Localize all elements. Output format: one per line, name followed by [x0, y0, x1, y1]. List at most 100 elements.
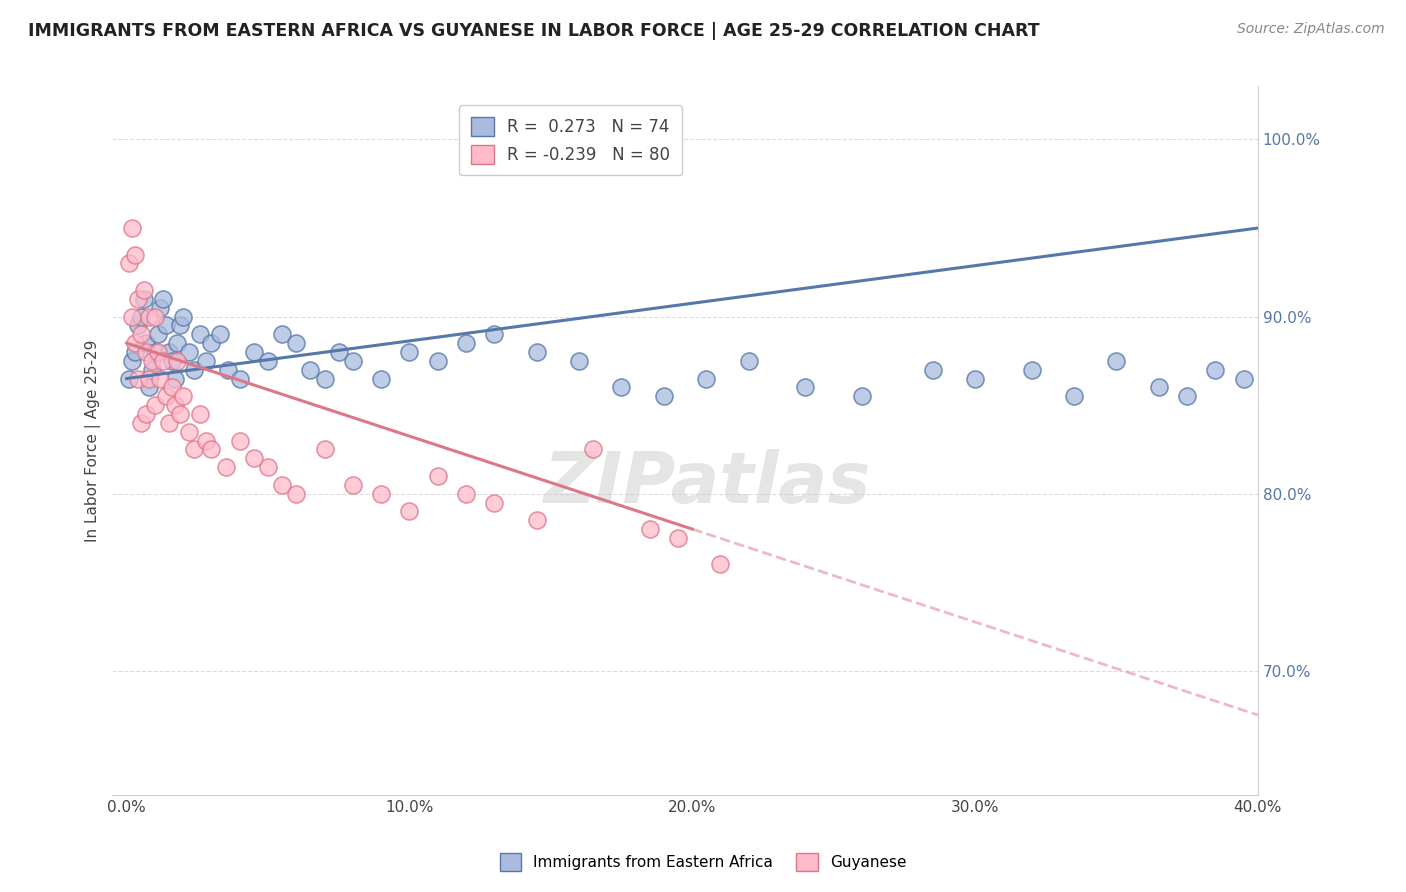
Point	[484, 327, 506, 342]
Point	[257, 354, 280, 368]
Point	[146, 345, 169, 359]
Point	[141, 362, 163, 376]
Point	[135, 345, 157, 359]
Point	[194, 434, 217, 448]
Point	[208, 327, 231, 342]
Point	[152, 354, 174, 368]
Point	[121, 310, 143, 324]
Point	[526, 513, 548, 527]
Point	[188, 407, 211, 421]
Point	[172, 310, 194, 324]
Point	[314, 371, 336, 385]
Point	[160, 354, 183, 368]
Point	[155, 318, 177, 333]
Point	[342, 477, 364, 491]
Point	[127, 292, 149, 306]
Y-axis label: In Labor Force | Age 25-29: In Labor Force | Age 25-29	[86, 339, 101, 541]
Point	[121, 221, 143, 235]
Point	[526, 345, 548, 359]
Point	[370, 486, 392, 500]
Point	[1147, 380, 1170, 394]
Point	[141, 354, 163, 368]
Point	[709, 558, 731, 572]
Point	[1105, 354, 1128, 368]
Point	[155, 389, 177, 403]
Point	[214, 460, 236, 475]
Point	[610, 380, 633, 394]
Point	[257, 460, 280, 475]
Point	[163, 398, 186, 412]
Point	[157, 345, 180, 359]
Point	[1175, 389, 1198, 403]
Point	[1233, 371, 1256, 385]
Point	[285, 486, 308, 500]
Point	[652, 389, 675, 403]
Point	[271, 477, 294, 491]
Point	[127, 318, 149, 333]
Point	[638, 522, 661, 536]
Point	[146, 327, 169, 342]
Point	[138, 310, 160, 324]
Point	[132, 292, 155, 306]
Point	[172, 389, 194, 403]
Point	[568, 354, 591, 368]
Text: ZIPatlas: ZIPatlas	[544, 449, 872, 517]
Point	[124, 247, 146, 261]
Point	[127, 371, 149, 385]
Point	[169, 407, 191, 421]
Point	[454, 486, 477, 500]
Point	[160, 380, 183, 394]
Point	[328, 345, 350, 359]
Point	[200, 442, 222, 457]
Point	[1204, 362, 1226, 376]
Point	[426, 354, 449, 368]
Point	[200, 336, 222, 351]
Point	[963, 371, 986, 385]
Point	[217, 362, 239, 376]
Point	[398, 504, 420, 518]
Point	[794, 380, 817, 394]
Point	[129, 310, 152, 324]
Point	[118, 256, 141, 270]
Point	[152, 292, 174, 306]
Point	[129, 327, 152, 342]
Point	[138, 380, 160, 394]
Point	[228, 434, 250, 448]
Point	[177, 345, 200, 359]
Point	[135, 407, 157, 421]
Point	[484, 495, 506, 509]
Legend: R =  0.273   N = 74, R = -0.239   N = 80: R = 0.273 N = 74, R = -0.239 N = 80	[460, 105, 682, 176]
Point	[188, 327, 211, 342]
Point	[851, 389, 873, 403]
Point	[228, 371, 250, 385]
Point	[143, 310, 166, 324]
Point	[1021, 362, 1043, 376]
Point	[426, 469, 449, 483]
Point	[271, 327, 294, 342]
Point	[666, 531, 689, 545]
Point	[285, 336, 308, 351]
Text: IMMIGRANTS FROM EASTERN AFRICA VS GUYANESE IN LABOR FORCE | AGE 25-29 CORRELATIO: IMMIGRANTS FROM EASTERN AFRICA VS GUYANE…	[28, 22, 1040, 40]
Point	[695, 371, 717, 385]
Point	[129, 416, 152, 430]
Point	[299, 362, 322, 376]
Point	[118, 371, 141, 385]
Point	[243, 451, 266, 466]
Point	[121, 354, 143, 368]
Point	[582, 442, 605, 457]
Point	[243, 345, 266, 359]
Point	[314, 442, 336, 457]
Text: Source: ZipAtlas.com: Source: ZipAtlas.com	[1237, 22, 1385, 37]
Point	[169, 318, 191, 333]
Point	[138, 371, 160, 385]
Point	[921, 362, 943, 376]
Point	[143, 398, 166, 412]
Point	[454, 336, 477, 351]
Point	[177, 425, 200, 439]
Point	[194, 354, 217, 368]
Point	[1063, 389, 1085, 403]
Point	[738, 354, 761, 368]
Point	[398, 345, 420, 359]
Point	[166, 354, 188, 368]
Point	[135, 336, 157, 351]
